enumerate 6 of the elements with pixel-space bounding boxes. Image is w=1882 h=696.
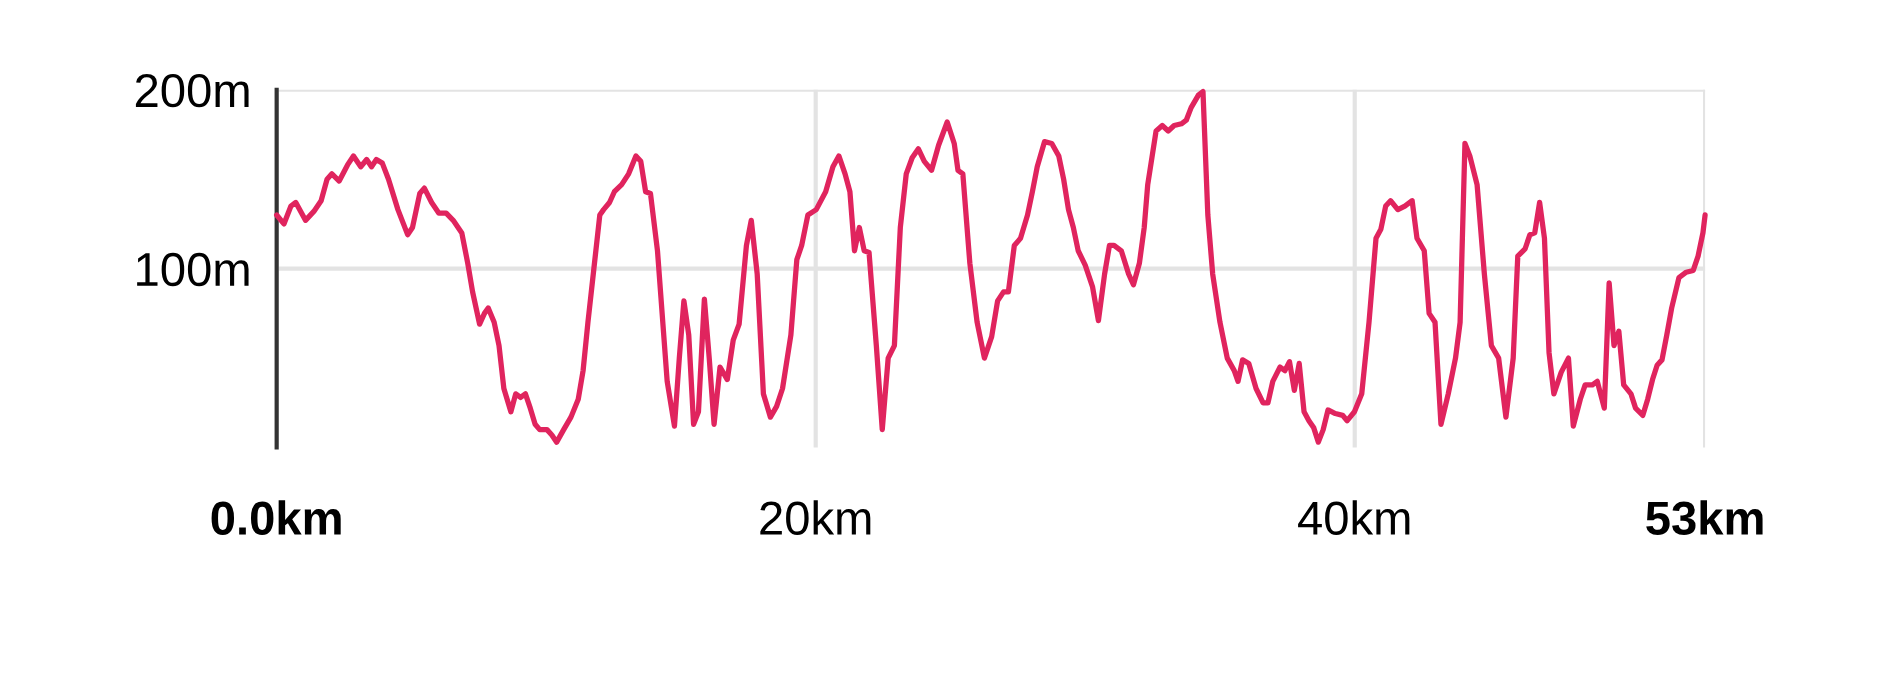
y-tick-label: 100m (137, 252, 249, 287)
y-tick-label: 200m (135, 73, 249, 108)
x-tick-label: 20km (760, 500, 871, 535)
x-tick-label: 53km (1646, 500, 1763, 536)
x-tick-label: 0.0km (211, 500, 341, 535)
x-tick-label: 40km (1298, 500, 1410, 535)
